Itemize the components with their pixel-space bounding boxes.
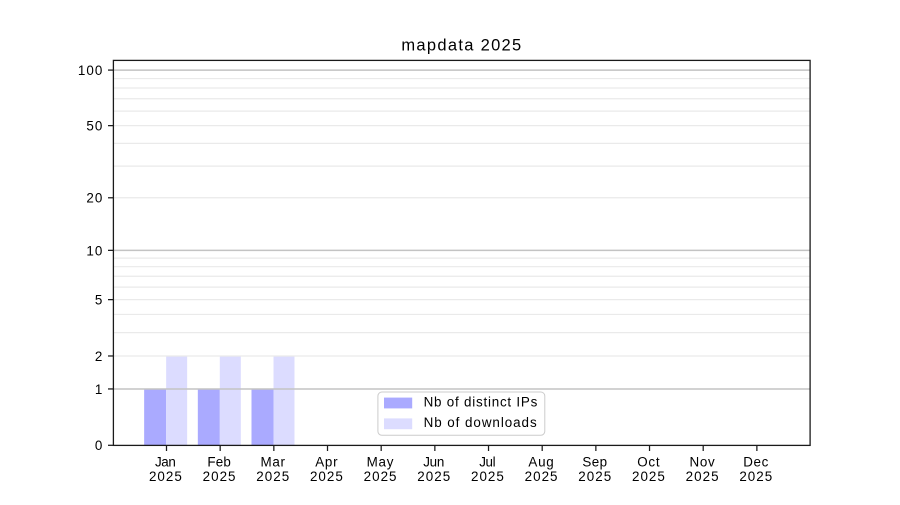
svg-text:50: 50	[86, 119, 103, 134]
svg-text:Dec: Dec	[743, 455, 769, 470]
svg-text:Nov: Nov	[689, 455, 715, 470]
svg-text:mapdata 2025: mapdata 2025	[401, 37, 522, 55]
svg-text:2025: 2025	[417, 469, 451, 484]
svg-text:Feb: Feb	[207, 455, 231, 470]
svg-text:100: 100	[78, 63, 103, 78]
svg-text:10: 10	[86, 243, 103, 258]
svg-text:2025: 2025	[364, 469, 398, 484]
svg-text:0: 0	[95, 438, 103, 453]
svg-text:2025: 2025	[632, 469, 666, 484]
svg-text:2025: 2025	[525, 469, 559, 484]
svg-text:2025: 2025	[686, 469, 720, 484]
svg-text:Apr: Apr	[315, 455, 338, 470]
svg-text:Nb of distinct IPs: Nb of distinct IPs	[424, 394, 539, 409]
svg-text:May: May	[367, 455, 395, 470]
svg-text:20: 20	[86, 191, 103, 206]
svg-text:2: 2	[95, 349, 103, 364]
svg-text:2025: 2025	[310, 469, 344, 484]
svg-text:2025: 2025	[149, 469, 183, 484]
svg-text:2025: 2025	[578, 469, 612, 484]
svg-text:Jun: Jun	[423, 455, 444, 470]
svg-text:1: 1	[95, 382, 103, 397]
svg-text:2025: 2025	[471, 469, 505, 484]
svg-text:2025: 2025	[739, 469, 773, 484]
svg-text:Nb of downloads: Nb of downloads	[424, 415, 538, 430]
svg-text:Jul: Jul	[479, 455, 495, 470]
svg-text:5: 5	[95, 293, 103, 308]
svg-text:Aug: Aug	[528, 455, 554, 470]
svg-text:Oct: Oct	[637, 455, 660, 470]
svg-text:Mar: Mar	[261, 455, 286, 470]
svg-text:Sep: Sep	[582, 455, 607, 470]
svg-text:2025: 2025	[203, 469, 237, 484]
svg-text:Jan: Jan	[155, 455, 176, 470]
svg-text:2025: 2025	[256, 469, 290, 484]
